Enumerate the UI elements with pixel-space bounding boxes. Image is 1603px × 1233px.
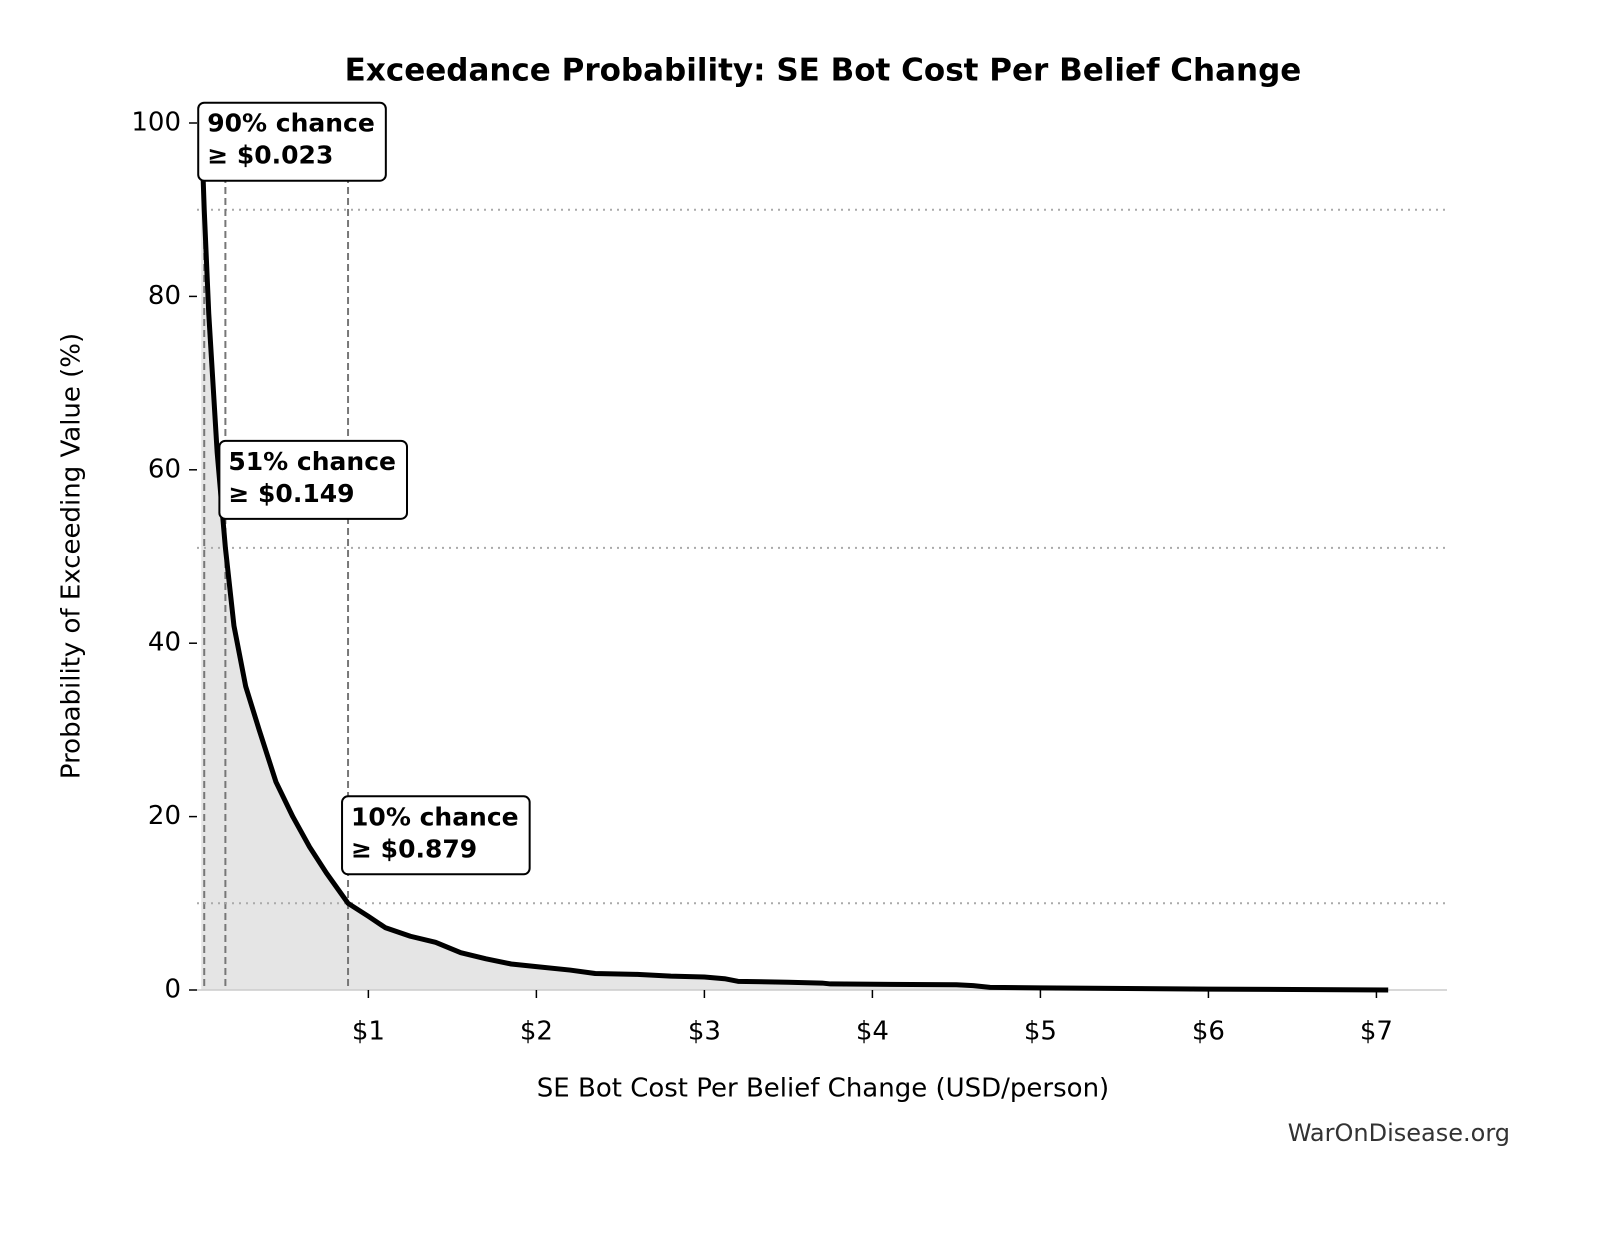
line	[198, 122, 1389, 993]
y-tick-label: 100	[131, 108, 181, 138]
annotation: 51% chance ≥ $0.149	[218, 439, 409, 520]
annotation-text: 90% chance	[207, 109, 375, 138]
watermark: WarOnDisease.org	[1288, 1119, 1510, 1147]
x-tick-label: $6	[1192, 1017, 1225, 1047]
annotation-text: ≥ $0.149	[228, 479, 354, 508]
y-tick-label: 40	[148, 628, 181, 658]
annotation-text: ≥ $0.023	[207, 141, 333, 170]
x-tick-label: $5	[1024, 1017, 1057, 1047]
annotation: 90% chance ≥ $0.023	[197, 101, 387, 182]
area	[201, 123, 1389, 990]
annotation-box	[218, 439, 409, 520]
annotation-text: ≥ $0.879	[351, 834, 477, 863]
x-tick-label: $7	[1360, 1017, 1393, 1047]
annotation-text: 51% chance	[228, 447, 396, 476]
y-tick-label: 80	[148, 281, 181, 311]
x-tick-label: $1	[352, 1017, 385, 1047]
y-axis-label: Probability of Exceeding Value (%)	[57, 333, 87, 779]
annotation: 10% chance ≥ $0.879	[341, 795, 531, 876]
y-tick-label: 0	[164, 975, 181, 1005]
x-tick-label: $2	[520, 1017, 553, 1047]
annotation-box	[341, 795, 531, 876]
y-tick-label: 60	[148, 454, 181, 484]
annotation-text: 10% chance	[351, 802, 519, 831]
annotation-box	[197, 101, 387, 182]
x-tick-label: $4	[856, 1017, 889, 1047]
x-tick-label: $3	[688, 1017, 721, 1047]
chart-title: Exceedance Probability: SE Bot Cost Per …	[345, 53, 1302, 89]
y-tick-label: 20	[148, 801, 181, 831]
x-axis-label: SE Bot Cost Per Belief Change (USD/perso…	[537, 1074, 1109, 1104]
